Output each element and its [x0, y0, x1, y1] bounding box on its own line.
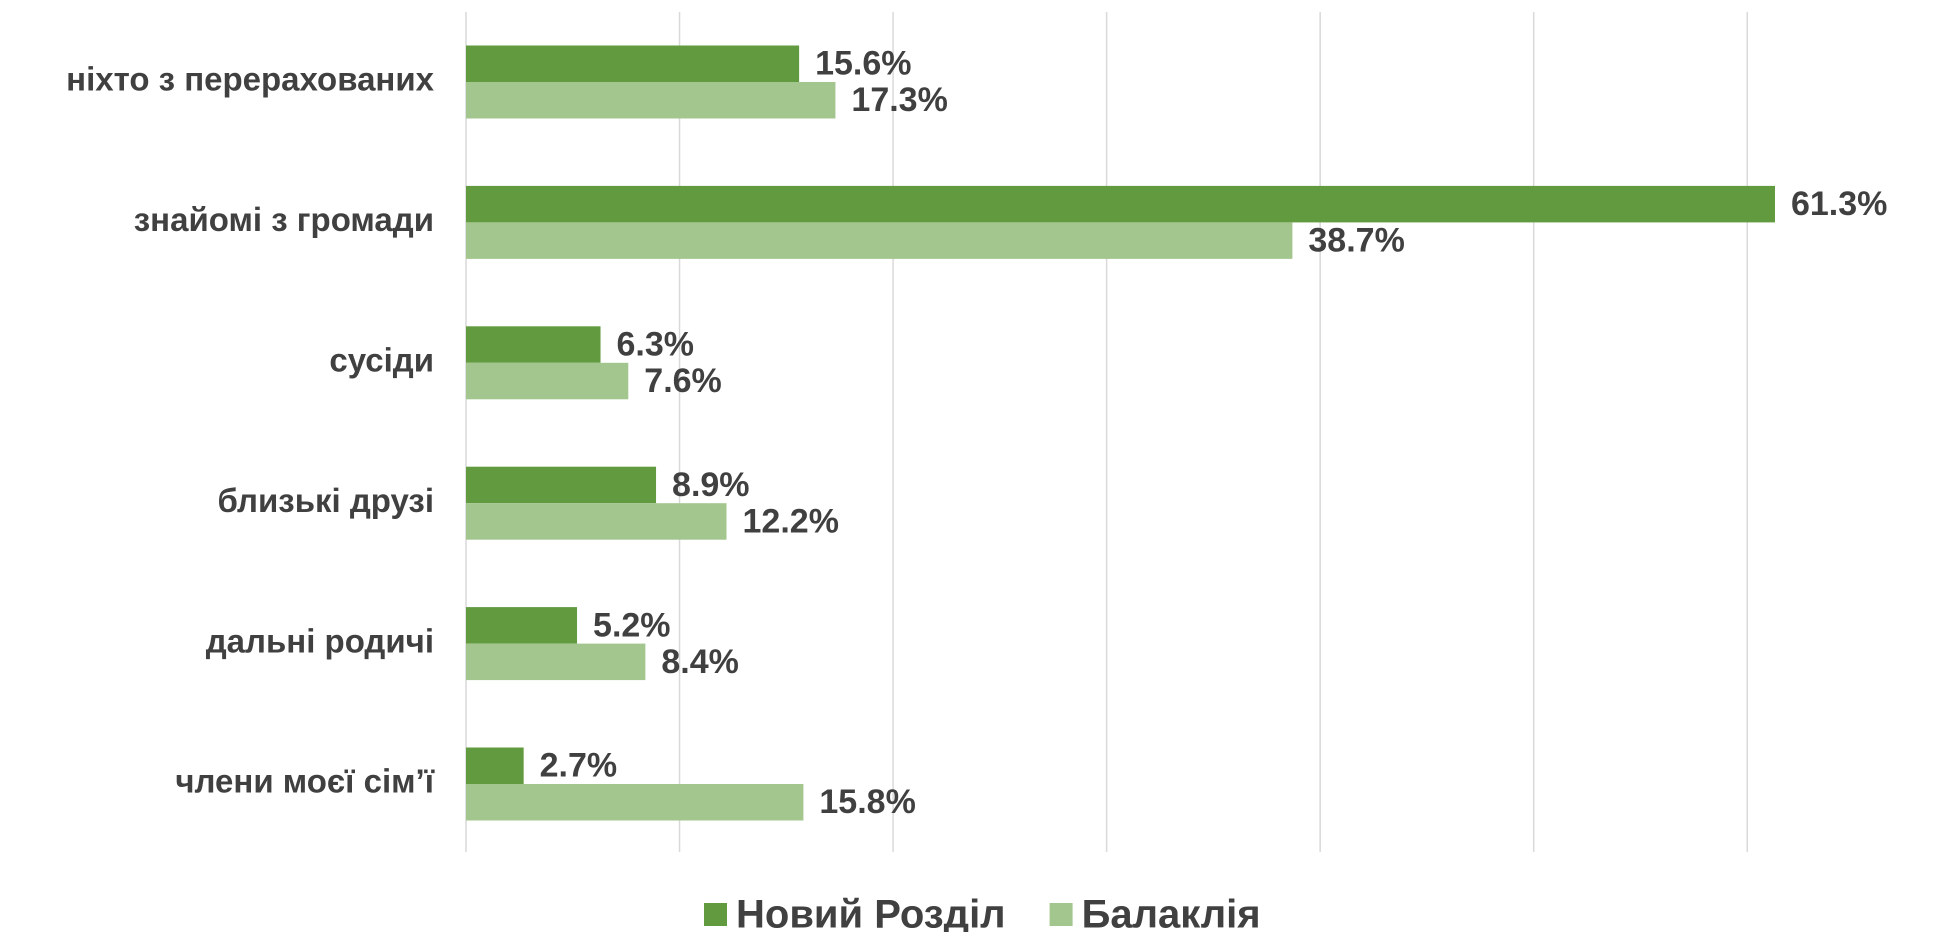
- value-label: 8.4%: [661, 643, 739, 681]
- bar: [466, 362, 629, 400]
- bar: [466, 222, 1293, 259]
- value-label: 2.7%: [540, 747, 618, 785]
- value-label: 8.9%: [672, 466, 750, 504]
- bar: [466, 607, 578, 644]
- bar: [466, 466, 657, 504]
- bar: [466, 747, 524, 784]
- value-label: 7.6%: [644, 362, 722, 400]
- category-label: сусіди: [329, 342, 434, 379]
- value-label: 15.8%: [819, 783, 915, 821]
- bar: [466, 82, 836, 119]
- value-label: 12.2%: [743, 502, 839, 540]
- bar: [466, 503, 727, 540]
- value-label: 38.7%: [1308, 222, 1404, 260]
- value-label: 17.3%: [851, 81, 947, 119]
- legend-swatch: [704, 903, 727, 926]
- legend-label: Новий Розділ: [736, 893, 1006, 932]
- legend-label: Балаклія: [1082, 893, 1261, 932]
- bar: [466, 326, 601, 363]
- value-label: 15.6%: [815, 45, 911, 83]
- value-label: 6.3%: [617, 326, 695, 364]
- legend-swatch: [1049, 903, 1073, 926]
- category-label: члени моєї сім’ї: [175, 763, 434, 800]
- category-label: ніхто з перерахованих: [66, 61, 434, 98]
- bar: [466, 784, 804, 821]
- bar: [466, 643, 646, 681]
- value-label: 61.3%: [1791, 185, 1887, 223]
- bar: [466, 45, 800, 82]
- category-label: дальні родичі: [206, 622, 434, 659]
- value-label: 5.2%: [593, 606, 671, 644]
- bar: [466, 185, 1775, 223]
- category-label: близькі друзі: [217, 482, 434, 519]
- category-label: знайомі з громади: [134, 201, 434, 238]
